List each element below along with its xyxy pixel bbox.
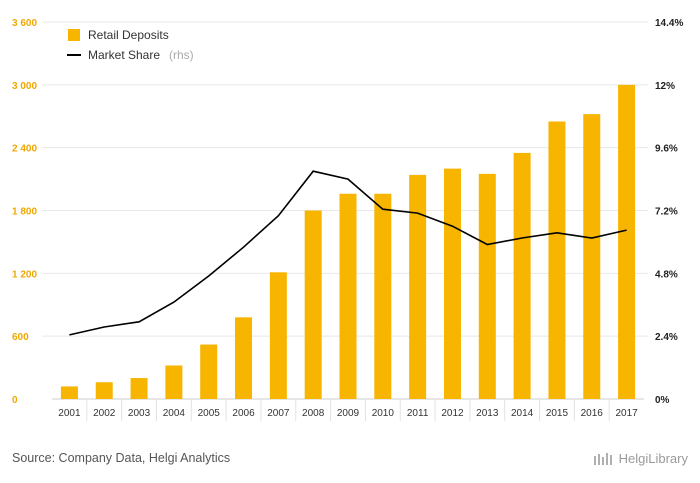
bar-retail-deposits — [130, 378, 148, 399]
x-tick-label: 2012 — [441, 408, 464, 419]
x-tick-label: 2014 — [511, 408, 534, 419]
brand-logo: HelgiLibrary — [593, 451, 688, 466]
right-tick-label: 12% — [655, 81, 675, 92]
legend-label-market-share: Market Share — [88, 48, 160, 62]
bar-retail-deposits — [60, 386, 78, 399]
market-share-line — [69, 170, 627, 336]
bar-retail-deposits — [374, 193, 392, 399]
bar-retail-deposits — [409, 174, 427, 399]
x-tick-label: 2008 — [302, 408, 325, 419]
x-tick-label: 2015 — [546, 408, 569, 419]
bar-retail-deposits — [339, 193, 357, 399]
bar-retail-deposits — [200, 344, 218, 399]
bar-retail-deposits — [513, 152, 531, 399]
left-tick-label: 1 200 — [12, 269, 37, 280]
bar-retail-deposits — [269, 272, 287, 399]
left-axis-ticks: 0 600 1 200 1 800 2 400 3 000 3 600 — [12, 18, 37, 406]
legend-label-retail-deposits: Retail Deposits — [88, 28, 169, 42]
x-tick-label: 2017 — [615, 408, 638, 419]
x-tick-label: 2004 — [163, 408, 186, 419]
left-tick-label: 600 — [12, 332, 29, 343]
right-tick-label: 14.4% — [655, 18, 683, 29]
legend-label-rhs: (rhs) — [169, 48, 194, 62]
source-note: Source: Company Data, Helgi Analytics — [12, 451, 231, 465]
x-tick-label: 2010 — [372, 408, 395, 419]
legend: Retail Deposits Market Share (rhs) — [67, 28, 194, 62]
left-tick-label: 2 400 — [12, 144, 37, 155]
bar-retail-deposits — [583, 114, 601, 400]
x-tick-label: 2006 — [232, 408, 255, 419]
chart: 0 600 1 200 1 800 2 400 3 000 3 600 0% 2.4% 4.8%… — [12, 18, 683, 421]
x-tick-label: 2011 — [407, 408, 429, 419]
x-tick-label: 2016 — [581, 408, 604, 419]
right-tick-label: 4.8% — [655, 269, 678, 280]
bar-retail-deposits — [165, 365, 183, 399]
x-tick-label: 2001 — [58, 408, 81, 419]
right-tick-label: 7.2% — [655, 207, 678, 218]
right-tick-label: 0% — [655, 395, 670, 406]
left-tick-label: 3 600 — [12, 18, 37, 29]
bar-retail-deposits — [478, 173, 496, 399]
x-tick-label: 2002 — [93, 408, 116, 419]
left-tick-label: 3 000 — [12, 81, 37, 92]
bar-retail-deposits — [304, 210, 322, 399]
left-tick-label: 0 — [12, 395, 18, 406]
x-tick-label: 2003 — [128, 408, 151, 419]
bar-retail-deposits — [235, 317, 253, 399]
x-tick-label: 2005 — [198, 408, 221, 419]
bar-retail-deposits — [548, 121, 566, 399]
bar-retail-deposits — [95, 382, 113, 399]
bar-retail-deposits — [443, 168, 461, 399]
right-axis-ticks: 0% 2.4% 4.8% 7.2% 9.6% 12% 14.4% — [655, 18, 683, 406]
left-tick-label: 1 800 — [12, 207, 37, 218]
library-icon — [593, 452, 612, 465]
right-tick-label: 9.6% — [655, 144, 678, 155]
brand-name: HelgiLibrary — [618, 451, 688, 466]
retail-deposits-bars — [60, 84, 636, 400]
right-tick-label: 2.4% — [655, 332, 678, 343]
x-tick-label: 2013 — [476, 408, 499, 419]
legend-swatch-retail-deposits — [68, 29, 80, 41]
x-tick-label: 2009 — [337, 408, 360, 419]
x-tick-label: 2007 — [267, 408, 290, 419]
bar-retail-deposits — [618, 84, 636, 399]
x-axis-ticks: 2001 2002 2003 2004 2005 2006 2007 2008 2009 2010… — [58, 399, 638, 421]
